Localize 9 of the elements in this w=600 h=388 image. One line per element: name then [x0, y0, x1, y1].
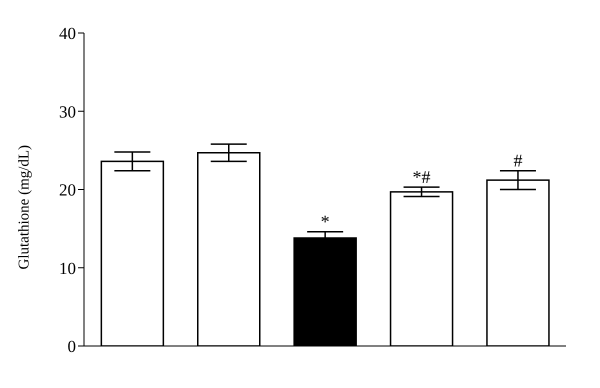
y-tick-label: 10 — [59, 258, 76, 278]
data-label: *# — [412, 167, 431, 188]
y-axis-title: Glutathione (mg/dL) — [16, 144, 32, 270]
y-tick-label: 0 — [68, 337, 76, 356]
y-tick-label: 30 — [59, 102, 76, 122]
y-tick-label: 20 — [59, 180, 76, 200]
data-label: * — [320, 212, 330, 232]
y-tick-label: 40 — [59, 24, 76, 44]
data-label: # — [513, 150, 522, 170]
